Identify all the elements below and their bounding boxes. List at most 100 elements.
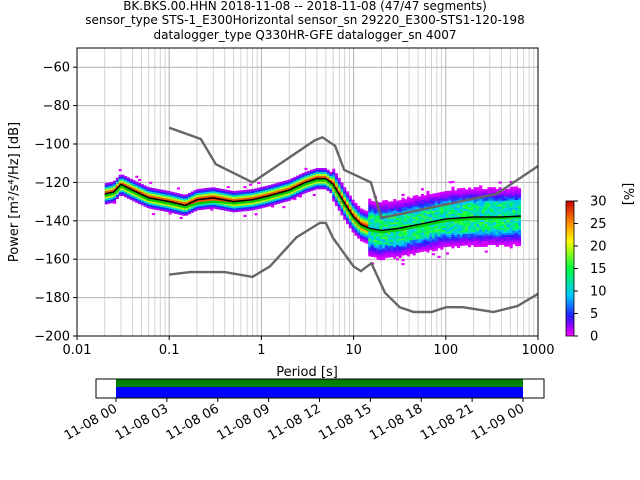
ppsd-cell [401,199,405,202]
ppsd-cell [296,190,300,194]
ppsd-cell [229,209,233,212]
ppsd-cell [398,223,402,226]
ppsd-cell [434,216,438,219]
ppsd-cell [429,209,433,212]
ppsd-cell [113,180,117,183]
ppsd-cell [451,196,455,199]
ppsd-cell [337,200,341,204]
ppsd-cell [443,198,447,202]
ppsd-cell [432,214,436,217]
ppsd-cell [401,224,405,227]
colorbar-tick-label: 15 [590,262,607,277]
ppsd-cell [337,206,341,209]
ppsd-cell [298,178,302,181]
ppsd-cell [165,204,169,207]
ppsd-cell [501,206,505,209]
ppsd-cell [445,190,449,194]
ppsd-cell [409,249,413,253]
ppsd-cell [440,199,444,202]
ppsd-cell [370,226,375,229]
ppsd-cell [476,223,480,226]
ppsd-cell [487,206,491,209]
ppsd-cell [179,199,183,202]
ppsd-cell [509,236,513,239]
ppsd-cell [135,185,139,188]
ppsd-cell [415,222,419,225]
ppsd-cell [248,195,253,198]
ppsd-cell [329,171,333,175]
ppsd-cell [498,208,502,211]
ppsd-cell [418,244,422,247]
ppsd-cell [398,225,402,228]
ppsd-cell [404,241,408,244]
ppsd-cell [429,242,433,245]
ppsd-cell [451,200,455,203]
ppsd-cell [512,240,516,243]
ppsd-cell [404,201,408,204]
ppsd-cell [290,195,294,198]
ppsd-cell [398,215,402,218]
ppsd-cell [387,245,391,248]
ppsd-cell [365,216,369,219]
ppsd-cell [454,224,458,228]
ppsd-cell [157,206,161,209]
ppsd-cell [498,200,502,203]
ppsd-cell [470,235,474,238]
ppsd-cell [506,221,510,224]
ppsd-cell [160,197,164,200]
ppsd-cell [379,238,383,242]
ppsd-cell [224,202,228,206]
ppsd-cell [479,235,483,238]
ppsd-cell [498,192,502,196]
ppsd-cell [412,203,416,206]
ppsd-cell [456,222,461,225]
ppsd-cell [401,203,405,206]
ppsd-cell [484,242,488,245]
ppsd-cell [179,201,183,204]
ppsd-cell [395,216,400,219]
ppsd-cell [257,193,261,196]
ppsd-cell [481,206,485,209]
ppsd-cell [423,204,427,208]
ppsd-cell [379,256,383,259]
ppsd-cell [495,231,499,234]
ppsd-cell [151,203,155,206]
ppsd-cell [279,181,283,184]
ppsd-cell [404,250,408,254]
ppsd-cell [418,229,422,232]
ppsd-cell [515,222,519,226]
ppsd-cell [451,192,455,195]
ppsd-cell [434,227,438,230]
ppsd-cell [384,200,388,203]
ppsd-cell [384,232,388,235]
ppsd-cell [160,206,164,210]
ppsd-cell [293,180,297,183]
ppsd-cell [257,195,261,198]
ppsd-cell [420,245,424,248]
ppsd-cell [495,204,499,207]
ppsd-cell [212,206,216,209]
ppsd-cell [368,198,372,201]
ppsd-cell [456,190,461,193]
ppsd-cell [407,240,411,243]
ppsd-cell [370,224,375,227]
ppsd-cell [187,206,192,209]
ppsd-cell [404,208,408,211]
ppsd-cell [365,214,369,217]
ppsd-cell [484,189,488,192]
ppsd-cell [229,190,233,193]
ppsd-cell [268,186,272,190]
ppsd-cell [454,240,458,243]
ppsd-cell [262,201,266,204]
ppsd-cell [171,191,175,194]
ppsd-cell [493,223,497,226]
ppsd-cell [451,188,455,191]
ppsd-cell [512,198,516,201]
ppsd-cell [174,198,178,201]
ppsd-cell [448,231,452,234]
ppsd-cell [487,231,491,234]
ppsd-cell [370,250,375,254]
y-tick-label: −140 [34,214,70,229]
ppsd-cell [138,201,142,205]
ppsd-cell [437,225,441,228]
